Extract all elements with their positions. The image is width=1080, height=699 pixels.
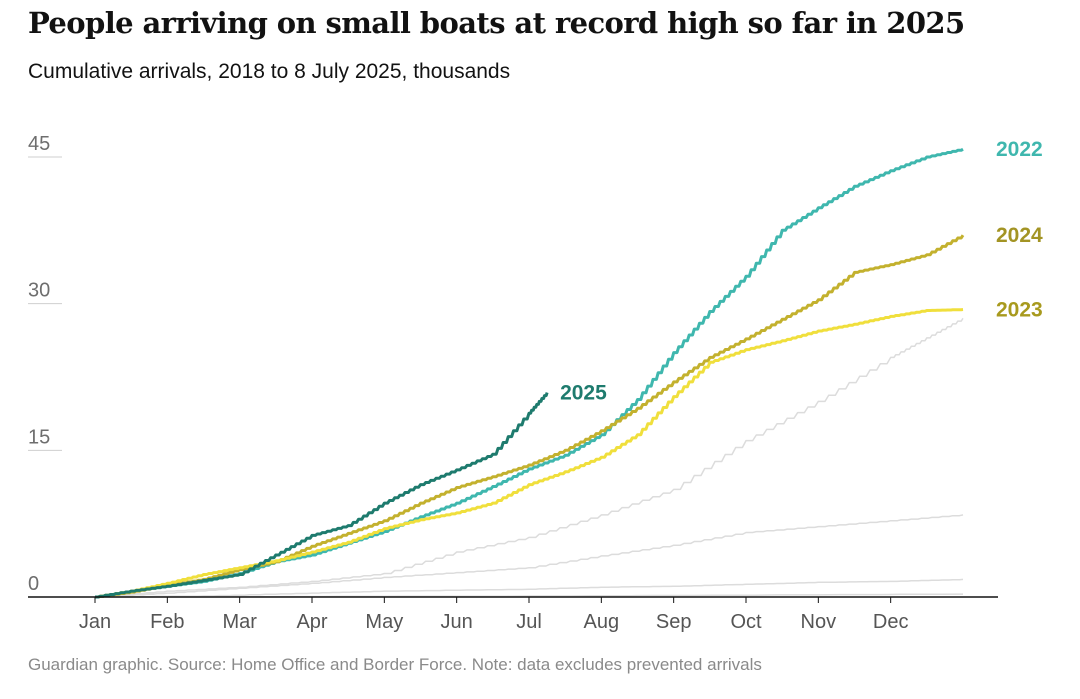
y-tick-label: 30 bbox=[28, 280, 50, 302]
series-label-2025: 2025 bbox=[560, 382, 607, 405]
chart-title: People arriving on small boats at record… bbox=[28, 6, 965, 40]
series-labels: 2022 2024 2023 2025 bbox=[560, 138, 1043, 404]
series-line-2024 bbox=[95, 234, 965, 599]
series-label-2023: 2023 bbox=[996, 299, 1043, 322]
series-line-2022 bbox=[95, 147, 964, 599]
series-label-2022: 2022 bbox=[996, 138, 1043, 161]
x-axis: Jan Feb Mar Apr May Jun Jul Aug Sep Oct Nov Dec bbox=[28, 596, 998, 633]
y-tick-label: 15 bbox=[28, 426, 50, 448]
source-note: Guardian graphic. Source: Home Office an… bbox=[28, 655, 762, 674]
x-tick-label: Jun bbox=[441, 611, 473, 633]
series-line-background-year-4 bbox=[95, 317, 964, 598]
series-line-background-year-3 bbox=[95, 514, 964, 598]
series-lines bbox=[95, 147, 965, 599]
x-tick-label: Apr bbox=[296, 611, 327, 633]
series-line-2023 bbox=[95, 308, 964, 599]
x-tick-label: Feb bbox=[150, 611, 184, 633]
y-tick-label: 45 bbox=[28, 133, 50, 155]
line-chart: 0 15 30 45 Jan Feb Mar Apr May Jun Jul Aug Sep Oct No… bbox=[28, 133, 1043, 633]
y-axis: 0 15 30 45 bbox=[28, 133, 62, 595]
x-tick-label: Sep bbox=[656, 611, 692, 633]
series-line-background-year-2 bbox=[95, 578, 964, 598]
series-label-2024: 2024 bbox=[996, 224, 1043, 247]
x-tick-label: Aug bbox=[584, 611, 620, 633]
x-tick-label: Nov bbox=[801, 611, 837, 633]
chart-subtitle: Cumulative arrivals, 2018 to 8 July 2025… bbox=[28, 60, 511, 83]
y-tick-label: 0 bbox=[28, 573, 39, 595]
x-tick-label: Jul bbox=[516, 611, 542, 633]
x-tick-label: May bbox=[365, 611, 403, 633]
x-tick-label: Oct bbox=[730, 611, 762, 633]
x-tick-label: Dec bbox=[873, 611, 909, 633]
series-line-2025 bbox=[95, 392, 549, 599]
x-tick-label: Mar bbox=[222, 611, 257, 633]
x-tick-label: Jan bbox=[79, 611, 111, 633]
